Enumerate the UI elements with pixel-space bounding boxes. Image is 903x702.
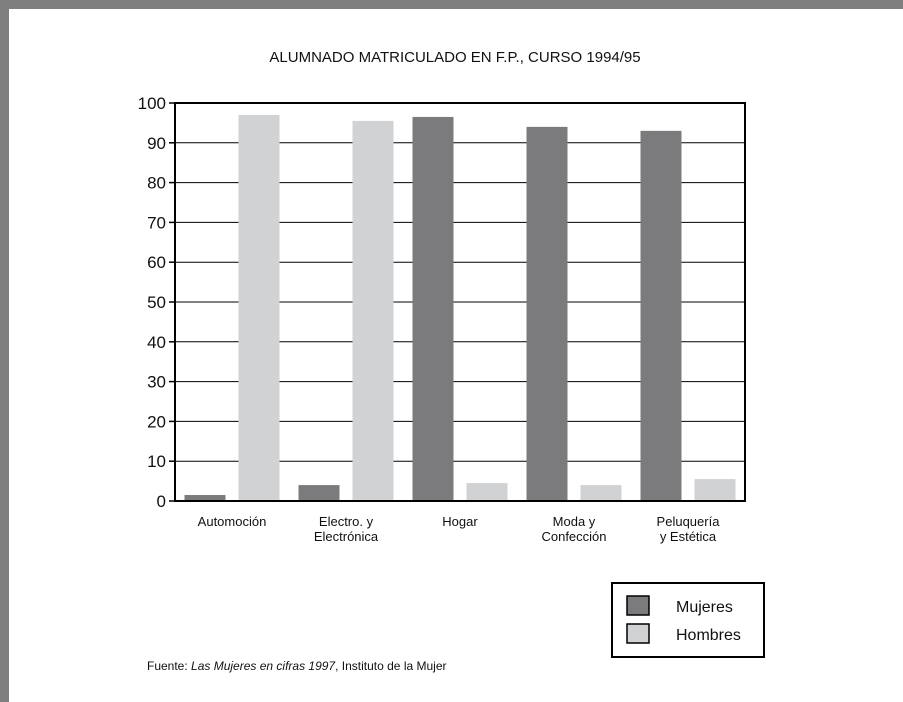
bars [184,114,736,502]
frame-top-border [0,0,903,9]
y-tick-label-70: 70 [147,213,166,232]
legend-swatch-hombres [626,623,650,644]
y-axis-ticks: 0 10 20 30 40 50 60 70 80 90 100 [138,94,175,511]
y-tick-label-100: 100 [138,94,166,113]
y-tick-label-90: 90 [147,134,166,153]
y-tick-label-80: 80 [147,174,166,193]
x-category-label-1-1: Electrónica [314,529,379,544]
bar-hombres-3 [580,485,622,501]
x-category-label-3-1: Confección [541,529,606,544]
source-note: Fuente: Las Mujeres en cifras 1997, Inst… [147,659,447,673]
y-tick-label-40: 40 [147,333,166,352]
bar-mujeres-1 [298,485,340,501]
legend-swatch-mujeres [626,595,650,616]
legend-box [611,582,765,658]
legend-label-hombres: Hombres [676,627,741,644]
source-suffix: , Instituto de la Mujer [335,659,446,673]
legend-label-mujeres: Mujeres [676,599,733,616]
bar-mujeres-3 [526,126,568,501]
x-category-label-3-0: Moda y [553,514,596,529]
frame-left-border [0,0,9,702]
y-tick-label-20: 20 [147,412,166,431]
y-tick-label-60: 60 [147,253,166,272]
bar-hombres-0 [238,114,280,501]
x-category-label-0-0: Automoción [198,514,267,529]
y-tick-label-0: 0 [157,492,166,511]
chart-title: ALUMNADO MATRICULADO EN F.P., CURSO 1994… [269,49,640,66]
y-tick-label-50: 50 [147,293,166,312]
source-prefix: Fuente: [147,659,191,673]
bar-hombres-4 [694,479,736,501]
bar-mujeres-4 [640,130,682,502]
x-category-label-4-1: y Estética [660,529,717,544]
legend: Mujeres Hombres [611,582,765,658]
y-tick-label-10: 10 [147,452,166,471]
x-category-label-4-0: Peluquería [657,514,721,529]
y-tick-label-30: 30 [147,373,166,392]
x-category-label-1-0: Electro. y [319,514,374,529]
bar-hombres-2 [466,483,508,501]
source-work: Las Mujeres en cifras 1997 [191,659,336,673]
bar-mujeres-0 [184,495,226,501]
bar-hombres-1 [352,120,394,501]
x-category-label-2-0: Hogar [442,514,478,529]
bar-mujeres-2 [412,116,454,502]
